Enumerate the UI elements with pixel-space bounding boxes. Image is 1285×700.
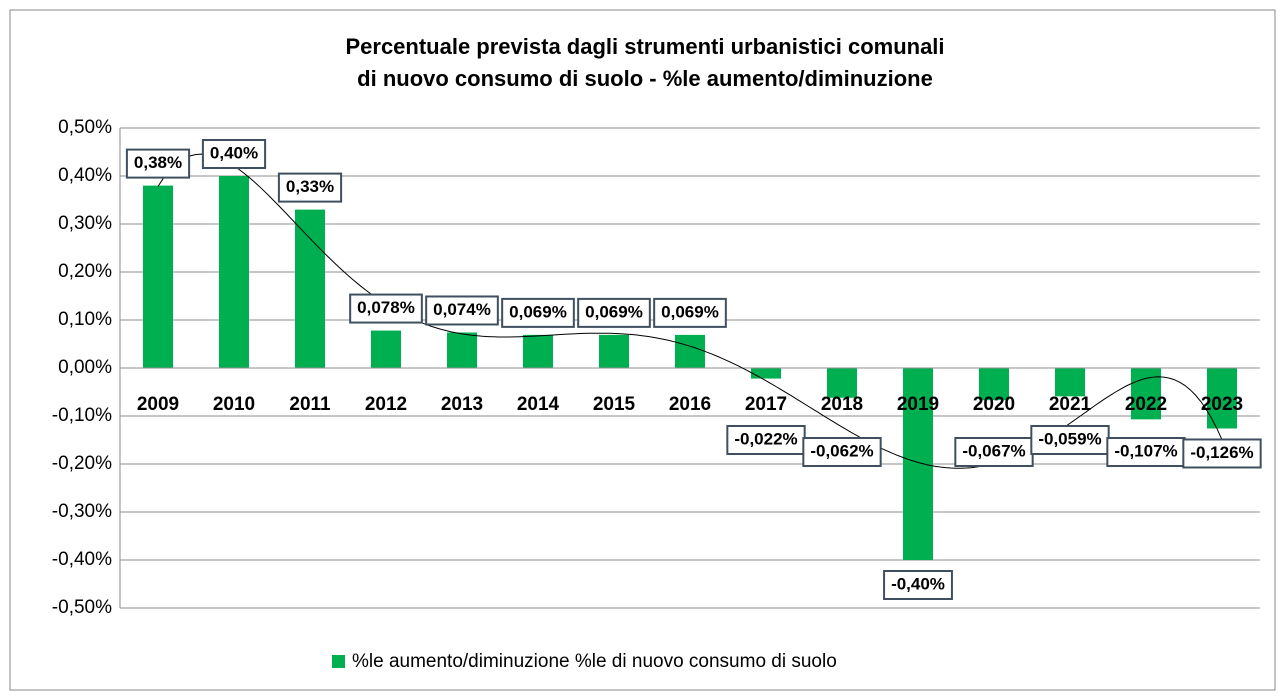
y-tick-label: 0,40% [58, 165, 112, 186]
x-tick-label: 2019 [897, 394, 939, 415]
y-tick-label: -0,10% [52, 405, 112, 426]
x-tick-label: 2016 [669, 394, 711, 415]
x-tick-label: 2017 [745, 394, 787, 415]
x-tick-label: 2010 [213, 394, 255, 415]
bar [979, 368, 1009, 401]
bar [599, 334, 629, 368]
data-label: 0,074% [433, 300, 491, 319]
chart-border [9, 9, 1276, 691]
y-tick-label: -0,20% [52, 453, 112, 474]
data-label-box [501, 297, 575, 328]
data-label-box [425, 295, 499, 326]
data-label-box [1030, 425, 1110, 455]
data-label-box [577, 297, 651, 328]
bar [219, 176, 249, 368]
x-tick-label: 2012 [365, 394, 407, 415]
x-tick-label: 2014 [517, 394, 560, 415]
x-tick-label: 2018 [821, 394, 863, 415]
data-label-box [277, 172, 343, 203]
chart-title: di nuovo consumo di suolo - %le aumento/… [357, 66, 933, 91]
bar [143, 185, 173, 368]
y-tick-label: 0,30% [58, 213, 112, 234]
x-tick-label: 2020 [973, 394, 1015, 415]
bar [447, 332, 477, 368]
data-label: -0,107% [1114, 441, 1177, 460]
data-label-box [125, 148, 191, 179]
bar [751, 368, 781, 379]
bar [675, 334, 705, 368]
data-label: -0,022% [734, 429, 797, 448]
data-label: 0,33% [286, 177, 334, 196]
data-label: 0,069% [585, 302, 643, 321]
data-label: 0,078% [357, 298, 415, 317]
data-label-box [201, 139, 267, 169]
y-tick-label: 0,50% [58, 117, 112, 138]
data-label: -0,062% [810, 441, 873, 460]
legend-label: %le aumento/diminuzione %le di nuovo con… [352, 651, 837, 672]
data-label: -0,059% [1038, 429, 1101, 448]
chart-title: Percentuale prevista dagli strumenti urb… [345, 34, 944, 59]
x-tick-label: 2011 [289, 394, 331, 415]
y-tick-label: 0,00% [58, 357, 112, 378]
data-label-box [802, 437, 882, 467]
data-label-box [653, 297, 727, 328]
bar [1055, 368, 1085, 397]
y-tick-label: -0,30% [52, 501, 112, 522]
data-label: 0,069% [661, 302, 719, 321]
bar [523, 334, 553, 368]
x-tick-label: 2023 [1201, 394, 1243, 415]
legend-swatch [332, 655, 345, 668]
y-tick-label: 0,10% [58, 309, 112, 330]
bar [903, 368, 933, 560]
data-label-box [1182, 438, 1262, 469]
data-label: -0,40% [891, 574, 945, 593]
y-tick-label: 0,20% [58, 261, 112, 282]
bar [295, 209, 325, 368]
data-label-box [349, 293, 423, 324]
y-tick-label: -0,40% [52, 549, 112, 570]
x-tick-label: 2021 [1049, 394, 1092, 415]
data-label-box [954, 437, 1034, 467]
x-tick-label: 2009 [137, 394, 179, 415]
data-label: 0,069% [509, 302, 567, 321]
data-label-box [883, 570, 953, 600]
bar [827, 368, 857, 398]
x-tick-label: 2013 [441, 394, 483, 415]
data-label: -0,067% [962, 441, 1025, 460]
data-label: -0,126% [1190, 443, 1253, 462]
x-tick-label: 2015 [593, 394, 636, 415]
data-label: 0,40% [210, 143, 258, 162]
x-tick-label: 2022 [1125, 394, 1167, 415]
data-label: 0,38% [134, 153, 182, 172]
bar [371, 330, 401, 368]
y-tick-label: -0,50% [52, 597, 112, 618]
